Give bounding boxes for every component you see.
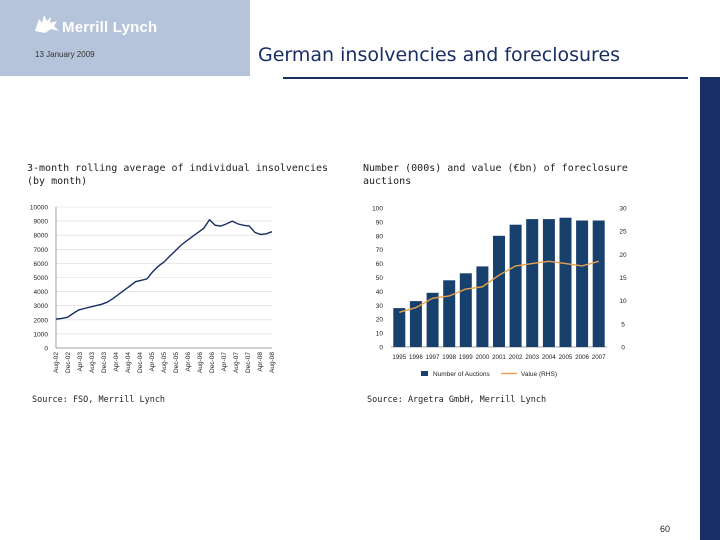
- auction-bar: [542, 219, 555, 347]
- x-tick-label: 1998: [442, 354, 456, 361]
- x-tick-label: 1997: [426, 354, 440, 361]
- x-tick-label: Aug-06: [197, 352, 204, 373]
- x-tick-label: 1996: [409, 354, 423, 361]
- x-tick-label: 2007: [592, 354, 606, 361]
- x-tick-label: 2004: [542, 354, 556, 361]
- x-tick-label: Apr-04: [113, 352, 120, 372]
- x-tick-label: 2001: [492, 354, 506, 361]
- x-tick-label: 2003: [525, 354, 539, 361]
- page-number: 60: [660, 524, 671, 534]
- y2-tick-label: 20: [619, 252, 627, 259]
- x-tick-label: Aug-08: [269, 352, 276, 373]
- page-title: German insolvencies and foreclosures: [258, 44, 621, 66]
- x-tick-label: Aug-02: [53, 352, 60, 373]
- y-tick-label: 5000: [34, 275, 49, 282]
- y-tick-label: 30: [376, 303, 384, 310]
- y2-tick-label: 10: [619, 298, 627, 305]
- auction-bar: [476, 266, 489, 347]
- y-tick-label: 2000: [34, 317, 49, 324]
- y-tick-label: 7000: [34, 247, 49, 254]
- auction-bar: [459, 273, 472, 347]
- logo-text: Merrill Lynch: [62, 19, 158, 36]
- x-tick-label: 2002: [509, 354, 523, 361]
- y2-tick-label: 5: [621, 321, 625, 328]
- y-tick-label: 9000: [34, 219, 49, 226]
- auction-bar: [426, 292, 439, 347]
- legend-line-label: Value (RHS): [521, 371, 557, 378]
- report-date: 13 January 2009: [35, 50, 95, 59]
- x-tick-label: 2006: [575, 354, 589, 361]
- auction-bar: [559, 217, 572, 347]
- y-tick-label: 3000: [34, 303, 49, 310]
- y-tick-label: 20: [376, 317, 384, 324]
- value-line: [399, 260, 599, 313]
- y-tick-label: 40: [376, 289, 384, 296]
- y-tick-label: 4000: [34, 289, 49, 296]
- y-tick-label: 100: [372, 206, 383, 213]
- y-tick-label: 50: [376, 275, 384, 282]
- x-tick-label: Aug-05: [161, 352, 168, 373]
- title-divider: [283, 77, 688, 79]
- y-tick-label: 0: [379, 345, 383, 352]
- y2-tick-label: 15: [619, 275, 627, 282]
- y2-tick-label: 0: [621, 345, 625, 352]
- x-tick-label: Dec-03: [101, 352, 108, 373]
- x-tick-label: 2000: [476, 354, 490, 361]
- side-accent-bar: [700, 77, 720, 540]
- x-tick-label: 1999: [459, 354, 473, 361]
- x-tick-label: Apr-08: [257, 352, 264, 372]
- logo-panel: Merrill Lynch 13 January 2009: [0, 0, 250, 76]
- x-tick-label: Dec-06: [209, 352, 216, 373]
- insolvencies-line: [55, 218, 273, 320]
- x-tick-label: 1995: [392, 354, 406, 361]
- auction-bar: [409, 301, 422, 347]
- y-tick-label: 60: [376, 261, 384, 268]
- auction-bar: [509, 224, 522, 347]
- y-tick-label: 1000: [34, 331, 49, 338]
- x-tick-label: Apr-03: [77, 352, 84, 372]
- right-chart-title: Number (000s) and value (€bn) of foreclo…: [363, 163, 628, 187]
- y-tick-label: 6000: [34, 261, 49, 268]
- x-tick-label: Dec-04: [137, 352, 144, 373]
- left-chart-source: Source: FSO, Merrill Lynch: [32, 395, 166, 405]
- y-tick-label: 8000: [34, 233, 49, 240]
- right-chart-source: Source: Argetra GmbH, Merrill Lynch: [367, 395, 547, 405]
- x-tick-label: Apr-05: [149, 352, 156, 372]
- auction-bar: [526, 219, 539, 347]
- insolvencies-chart: 0 1000 2000 3000 4000 5000 6000 7000 8000 9000 100…: [30, 205, 276, 373]
- y-tick-label: 10: [376, 331, 384, 338]
- x-tick-label: Aug-07: [233, 352, 240, 373]
- y-tick-label: 70: [376, 247, 384, 254]
- y-tick-label: 0: [44, 346, 48, 353]
- legend-bar-swatch: [421, 371, 428, 376]
- auction-bar: [576, 220, 589, 347]
- left-chart-title: 3-month rolling average of individual in…: [27, 163, 329, 187]
- x-tick-label: Dec-05: [173, 352, 180, 373]
- y2-tick-label: 25: [619, 229, 627, 236]
- bull-icon: [35, 15, 59, 33]
- x-tick-label: Aug-03: [89, 352, 96, 373]
- y-tick-label: 10000: [30, 205, 48, 212]
- auction-bar: [592, 220, 605, 347]
- y-tick-label: 90: [376, 219, 384, 226]
- x-tick-label: Dec-02: [65, 352, 72, 373]
- x-tick-label: 2005: [559, 354, 573, 361]
- y-tick-label: 80: [376, 233, 384, 240]
- x-tick-label: Aug-04: [125, 352, 132, 373]
- x-tick-label: Dec-07: [245, 352, 252, 373]
- y2-tick-label: 30: [619, 206, 627, 213]
- auction-bar: [443, 280, 456, 347]
- x-tick-label: Apr-07: [221, 352, 228, 372]
- auction-bar: [493, 235, 505, 347]
- x-tick-label: Apr-06: [185, 352, 192, 372]
- legend-bar-label: Number of Auctions: [433, 371, 490, 378]
- auction-bar: [393, 308, 406, 347]
